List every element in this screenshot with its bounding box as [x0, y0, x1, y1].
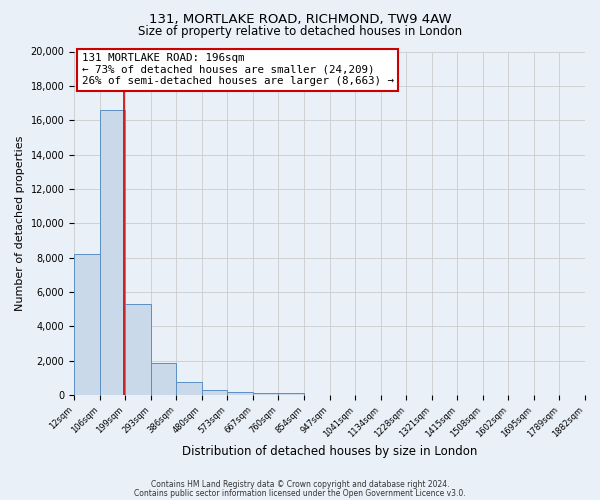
Bar [176, 382, 202, 395]
Text: Contains public sector information licensed under the Open Government Licence v3: Contains public sector information licen… [134, 488, 466, 498]
Text: 131, MORTLAKE ROAD, RICHMOND, TW9 4AW: 131, MORTLAKE ROAD, RICHMOND, TW9 4AW [149, 12, 451, 26]
Bar [278, 394, 304, 395]
Text: Size of property relative to detached houses in London: Size of property relative to detached ho… [138, 25, 462, 38]
Y-axis label: Number of detached properties: Number of detached properties [15, 136, 25, 311]
Bar [151, 364, 176, 395]
Bar [125, 304, 151, 395]
Text: Contains HM Land Registry data © Crown copyright and database right 2024.: Contains HM Land Registry data © Crown c… [151, 480, 449, 489]
Bar [253, 393, 278, 395]
Bar [227, 392, 253, 395]
Bar [74, 254, 100, 395]
Bar [202, 390, 227, 395]
Bar [100, 110, 125, 395]
X-axis label: Distribution of detached houses by size in London: Distribution of detached houses by size … [182, 444, 477, 458]
Text: 131 MORTLAKE ROAD: 196sqm
← 73% of detached houses are smaller (24,209)
26% of s: 131 MORTLAKE ROAD: 196sqm ← 73% of detac… [82, 53, 394, 86]
